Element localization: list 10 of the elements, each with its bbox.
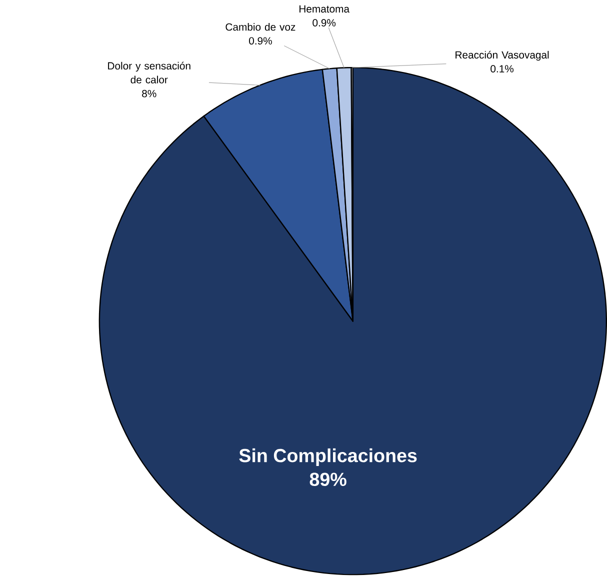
slice-label: Cambio de voz <box>226 23 296 31</box>
slice-label: Sin Complicaciones <box>239 448 417 466</box>
data-label: 0.9% <box>249 37 272 45</box>
data-label: 89% <box>310 472 346 486</box>
slice-label: Hematoma <box>300 6 350 13</box>
data-label: 0.1% <box>490 65 514 73</box>
data-label: 8% <box>142 90 156 98</box>
slice-label: Reacción Vasovagal <box>456 51 549 61</box>
data-label: 0.9% <box>312 19 336 27</box>
slice-label: Dolor y sensación de calor <box>108 62 190 84</box>
